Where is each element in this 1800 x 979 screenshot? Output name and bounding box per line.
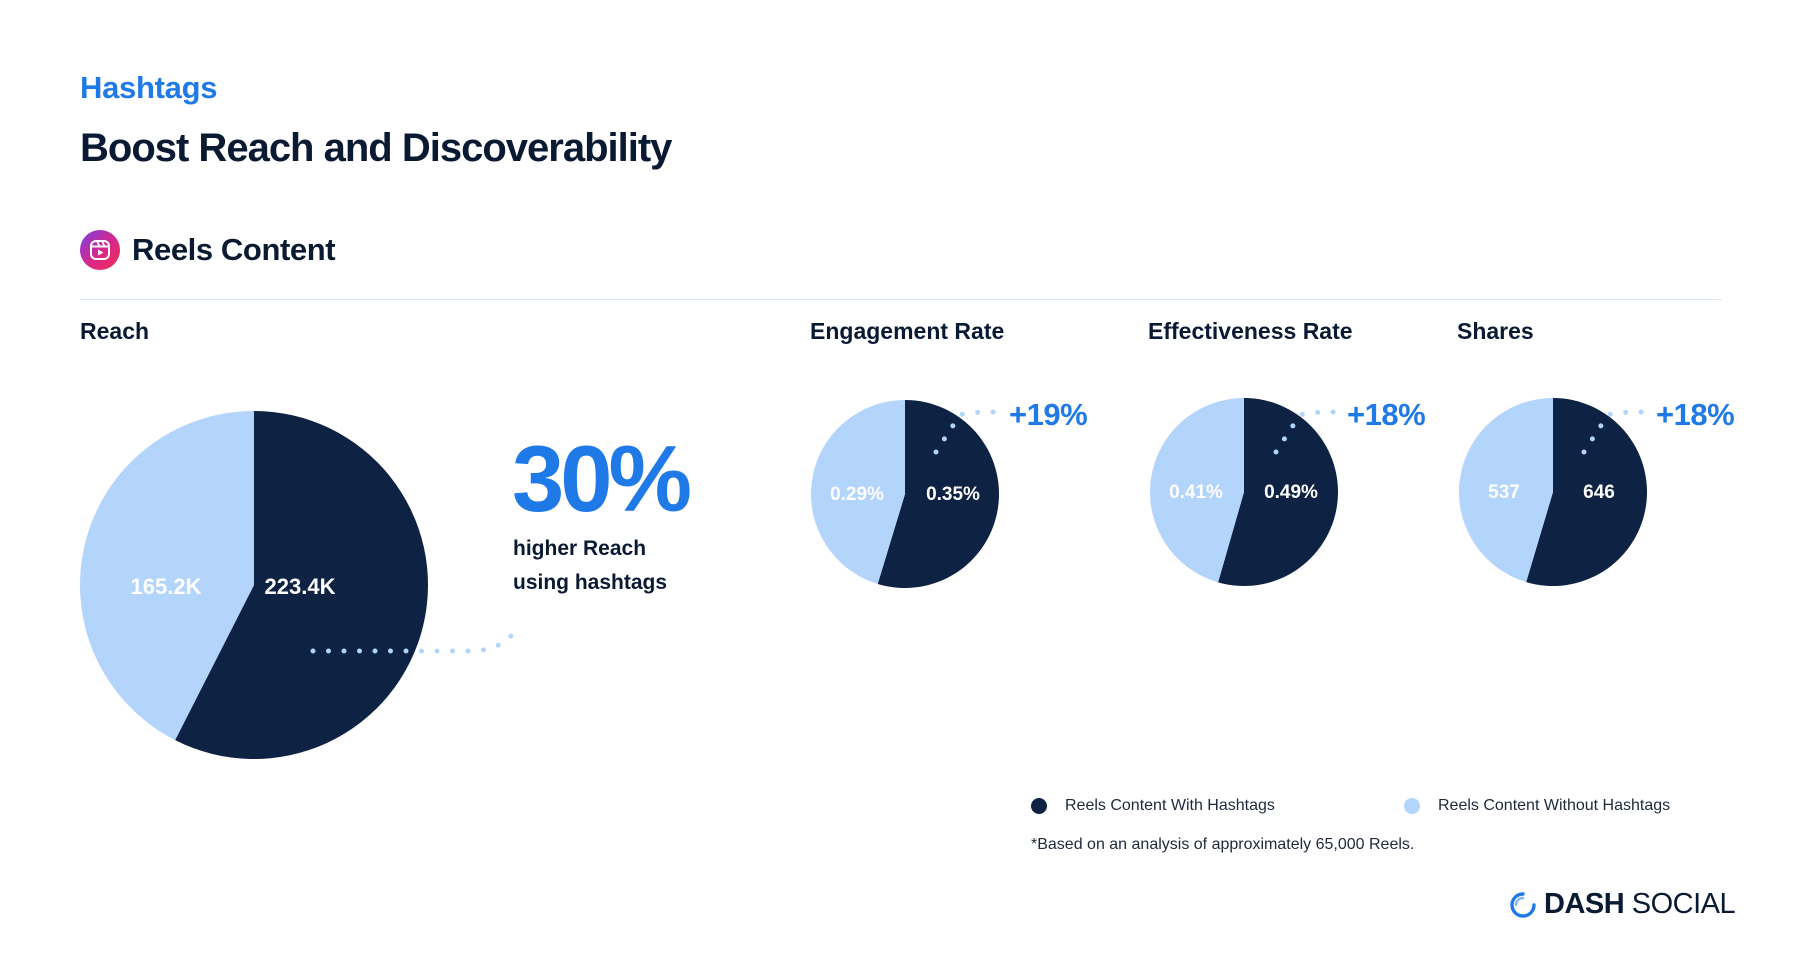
slice-with-hashtags-value-label: 646	[1583, 482, 1615, 503]
shares-delta: +18%	[1656, 397, 1735, 432]
slice-with-hashtags	[175, 411, 428, 759]
dash-social-logo-icon	[1510, 891, 1536, 918]
slice-without-hashtags	[810, 400, 905, 584]
highlight-caption: higher Reach using hashtags	[513, 532, 667, 600]
brand-logo: DASH SOCIAL	[1510, 888, 1736, 921]
slice-without-hashtags-value-label: 165.2K	[131, 574, 202, 599]
legend-dot-with-hashtags	[1031, 798, 1047, 814]
legend-without-hashtags: Reels Content Without Hashtags	[1404, 797, 1670, 815]
brand-name-light: SOCIAL	[1624, 888, 1736, 920]
slice-without-hashtags-value-label: 537	[1488, 482, 1520, 503]
legend-dot-without-hashtags	[1404, 798, 1420, 814]
effectiveness-delta: +18%	[1347, 397, 1426, 432]
slice-with-hashtags-value-label: 0.35%	[926, 484, 980, 505]
slice-without-hashtags-value-label: 0.41%	[1169, 482, 1223, 503]
slice-with-hashtags	[877, 400, 1000, 588]
engagement-delta: +19%	[1009, 397, 1088, 432]
reach-connector	[310, 621, 523, 654]
legend-label-without-hashtags: Reels Content Without Hashtags	[1438, 797, 1671, 814]
slice-with-hashtags	[1526, 398, 1648, 587]
footnote: *Based on an analysis of approximately 6…	[1031, 836, 1415, 853]
shares-pie: 646 537	[1459, 398, 1648, 587]
shares-connector	[1581, 409, 1646, 455]
slice-without-hashtags	[1459, 398, 1553, 583]
slice-with-hashtags-value-label: 223.4K	[265, 574, 336, 599]
section-label: Reels Content	[132, 232, 336, 267]
highlight-percentage: 30%	[512, 426, 692, 531]
reach-pie: 223.4K 165.2K	[79, 411, 428, 759]
effectiveness-rate-title: Effectiveness Rate	[1148, 318, 1353, 344]
reach-title: Reach	[80, 318, 150, 344]
section-header: Reels Content	[80, 230, 336, 270]
reels-icon	[80, 230, 120, 270]
slice-without-hashtags-value-label: 0.29%	[830, 484, 884, 505]
legend-with-hashtags: Reels Content With Hashtags	[1031, 797, 1275, 815]
eyebrow-heading: Hashtags	[80, 70, 218, 105]
slice-with-hashtags-value-label: 0.49%	[1264, 482, 1318, 503]
dotted-connectors	[310, 409, 1646, 654]
slice-without-hashtags	[1150, 398, 1244, 583]
brand-name-bold: DASH	[1544, 888, 1625, 920]
page-title: Boost Reach and Discoverability	[80, 126, 672, 170]
slice-with-hashtags	[1218, 398, 1339, 587]
brand-name: DASH SOCIAL	[1544, 888, 1736, 921]
effectiveness-rate-pie: 0.49% 0.41%	[1150, 398, 1339, 587]
shares-title: Shares	[1457, 318, 1534, 344]
highlight-line-2: using hashtags	[513, 571, 668, 594]
legend-label-with-hashtags: Reels Content With Hashtags	[1065, 797, 1275, 814]
slice-without-hashtags	[79, 411, 255, 741]
engagement-rate-pie: 0.35% 0.29%	[810, 400, 1000, 588]
divider	[80, 299, 1722, 300]
highlight-line-1: higher Reach	[513, 537, 647, 560]
effectiveness-connector	[1273, 409, 1338, 455]
engagement-connector	[933, 409, 998, 455]
engagement-rate-title: Engagement Rate	[810, 318, 1005, 344]
